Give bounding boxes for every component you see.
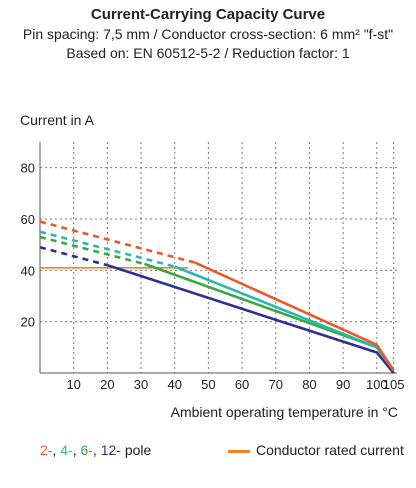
legend-4-pole: 4-: [60, 442, 73, 458]
x-tick-label: 80: [302, 377, 316, 392]
x-tick-label: 90: [336, 377, 350, 392]
y-tick-label: 20: [21, 315, 35, 330]
x-tick-label: 10: [66, 377, 80, 392]
x-tick-label: 20: [100, 377, 114, 392]
x-tick-label: 50: [201, 377, 215, 392]
legend-separator: ,: [72, 442, 81, 458]
legend-separator: ,: [92, 442, 101, 458]
legend-2-pole: 2-: [40, 442, 53, 458]
conductor-legend-label: Conductor rated current: [256, 442, 404, 458]
6-pole-dashed-line: [39, 235, 145, 266]
x-tick-label: 70: [269, 377, 283, 392]
conductor-legend-swatch: [228, 449, 250, 453]
legend-12-pole: 12-: [100, 442, 121, 458]
x-tick-label: 100: [366, 377, 388, 392]
2-pole-dashed-line: [39, 220, 196, 264]
12-pole-dashed-line: [39, 245, 108, 267]
x-tick-label: 60: [235, 377, 249, 392]
x-axis-label: Ambient operating temperature in °C: [170, 404, 398, 420]
x-tick-label: 30: [134, 377, 148, 392]
chart-subtitle-standard: Based on: EN 60512-5-2 / Reduction facto…: [66, 45, 350, 61]
chart-title: Current-Carrying Capacity Curve: [90, 6, 326, 23]
legend-pole-suffix: pole: [124, 442, 152, 458]
4-pole-dashed-line: [39, 230, 176, 268]
legend-separator: ,: [52, 442, 61, 458]
12-pole-line: [106, 263, 395, 374]
x-tick-label: 40: [167, 377, 181, 392]
x-tick-label: 105: [383, 377, 405, 392]
conductor-legend: Conductor rated current: [228, 442, 404, 458]
y-tick-label: 60: [21, 212, 35, 227]
y-tick-label: 40: [21, 263, 35, 278]
2-pole-line: [194, 261, 395, 372]
4-pole-line: [174, 265, 395, 372]
legend-6-pole: 6-: [80, 442, 93, 458]
chart-subtitle-spacing: Pin spacing: 7,5 mm / Conductor cross-se…: [22, 26, 394, 42]
y-tick-label: 80: [21, 161, 35, 176]
pole-legend: 2-, 4-, 6-, 12- pole: [40, 442, 151, 458]
y-axis-label: Current in A: [20, 112, 94, 128]
